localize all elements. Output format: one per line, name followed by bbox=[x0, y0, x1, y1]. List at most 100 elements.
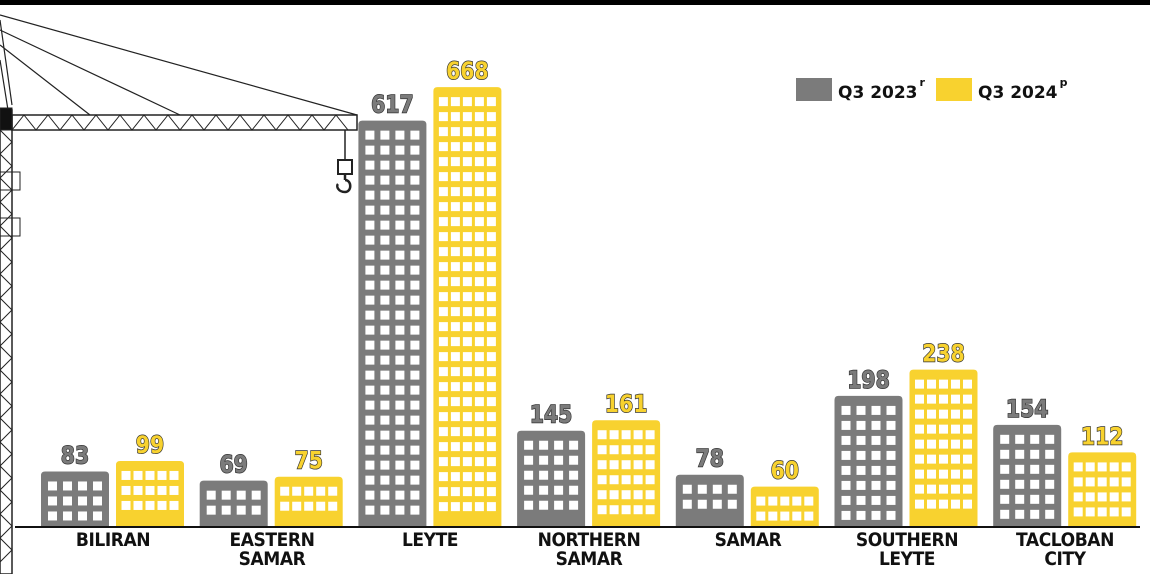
window bbox=[792, 511, 802, 521]
window bbox=[93, 481, 102, 491]
window bbox=[410, 280, 420, 290]
window bbox=[462, 112, 472, 122]
window bbox=[395, 490, 405, 500]
window bbox=[486, 502, 496, 512]
window bbox=[462, 442, 472, 452]
window bbox=[438, 112, 448, 122]
window bbox=[395, 355, 405, 365]
window bbox=[438, 142, 448, 152]
window bbox=[554, 500, 564, 510]
window bbox=[292, 486, 302, 496]
window bbox=[380, 145, 390, 155]
window bbox=[1030, 479, 1040, 489]
window bbox=[841, 495, 851, 505]
legend-label: Q3 2024 bbox=[978, 83, 1058, 103]
window bbox=[597, 475, 607, 485]
window bbox=[462, 337, 472, 347]
window bbox=[395, 475, 405, 485]
window bbox=[1045, 509, 1055, 519]
window bbox=[450, 292, 460, 302]
window bbox=[410, 130, 420, 140]
window bbox=[856, 495, 866, 505]
window bbox=[697, 499, 707, 509]
window bbox=[856, 420, 866, 430]
bar bbox=[592, 420, 661, 526]
window bbox=[462, 202, 472, 212]
window bbox=[597, 430, 607, 440]
window bbox=[486, 397, 496, 407]
legend-swatch bbox=[936, 78, 972, 101]
window bbox=[380, 325, 390, 335]
window bbox=[963, 454, 972, 464]
window bbox=[380, 430, 390, 440]
window bbox=[486, 262, 496, 272]
window bbox=[1045, 479, 1055, 489]
window bbox=[438, 472, 448, 482]
window bbox=[328, 501, 338, 511]
window bbox=[486, 442, 496, 452]
window bbox=[410, 205, 420, 215]
window bbox=[621, 430, 631, 440]
window bbox=[380, 370, 390, 380]
window bbox=[438, 247, 448, 257]
window bbox=[474, 502, 484, 512]
window bbox=[871, 495, 881, 505]
window bbox=[621, 445, 631, 455]
window bbox=[145, 470, 155, 480]
window bbox=[486, 487, 496, 497]
window bbox=[410, 355, 420, 365]
window bbox=[450, 262, 460, 272]
window bbox=[569, 455, 579, 465]
window bbox=[462, 487, 472, 497]
x-tick-label: LEYTE bbox=[402, 529, 459, 551]
window bbox=[133, 470, 143, 480]
window bbox=[915, 379, 924, 389]
window bbox=[927, 454, 936, 464]
window bbox=[871, 465, 881, 475]
window bbox=[474, 457, 484, 467]
window bbox=[633, 490, 643, 500]
window bbox=[486, 127, 496, 137]
window bbox=[474, 262, 484, 272]
window bbox=[438, 367, 448, 377]
window bbox=[450, 442, 460, 452]
window bbox=[365, 220, 375, 230]
window bbox=[886, 510, 896, 520]
window bbox=[48, 511, 57, 521]
window bbox=[633, 430, 643, 440]
window bbox=[474, 202, 484, 212]
bar bbox=[750, 486, 819, 526]
window bbox=[462, 187, 472, 197]
window bbox=[1030, 509, 1040, 519]
window bbox=[645, 430, 655, 440]
window bbox=[804, 511, 814, 521]
window bbox=[450, 202, 460, 212]
window bbox=[380, 175, 390, 185]
window bbox=[939, 409, 948, 419]
window bbox=[1073, 507, 1083, 517]
window bbox=[474, 127, 484, 137]
window bbox=[462, 232, 472, 242]
window bbox=[886, 480, 896, 490]
window bbox=[236, 490, 246, 500]
window bbox=[410, 310, 420, 320]
window bbox=[486, 112, 496, 122]
window bbox=[609, 445, 619, 455]
window bbox=[939, 454, 948, 464]
window bbox=[462, 427, 472, 437]
window bbox=[856, 450, 866, 460]
window bbox=[486, 157, 496, 167]
window bbox=[871, 435, 881, 445]
window bbox=[939, 484, 948, 494]
window bbox=[121, 500, 131, 510]
window bbox=[380, 445, 390, 455]
window bbox=[645, 460, 655, 470]
window bbox=[438, 97, 448, 107]
window bbox=[886, 405, 896, 415]
window bbox=[251, 490, 261, 500]
x-tick-label: SOUTHERN LEYTE bbox=[855, 529, 958, 570]
window bbox=[438, 172, 448, 182]
window bbox=[365, 475, 375, 485]
window bbox=[236, 505, 246, 515]
window bbox=[1015, 434, 1025, 444]
